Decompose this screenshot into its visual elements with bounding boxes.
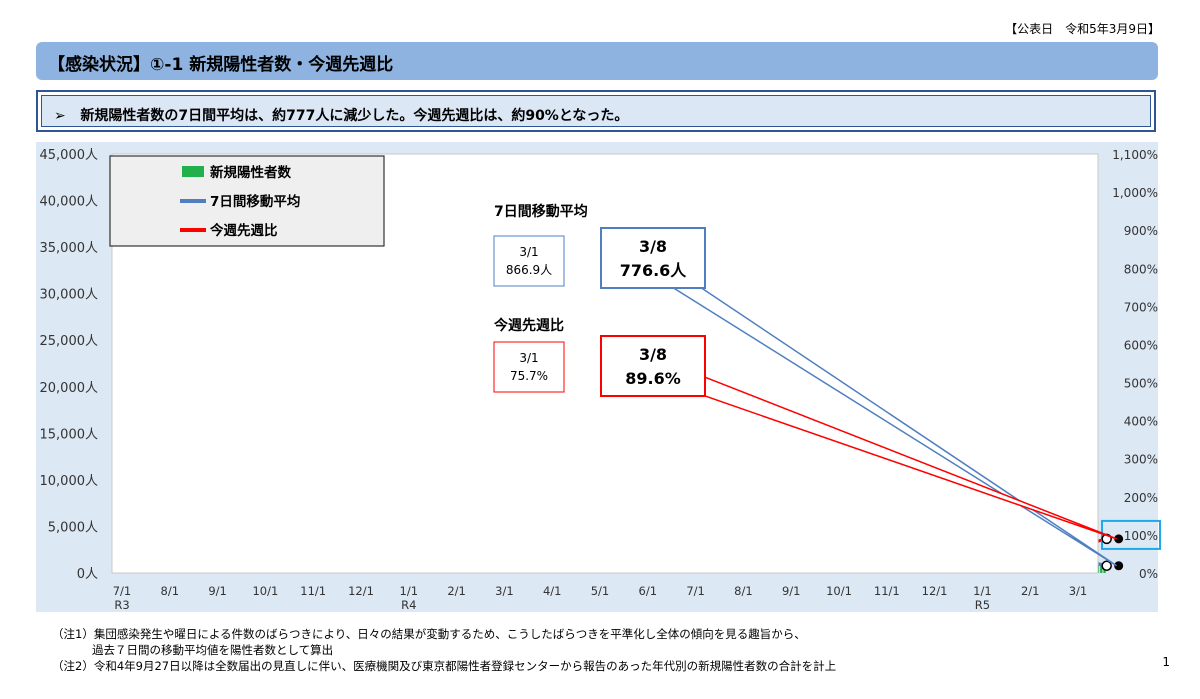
y-right-tick-label: 800% [1124,262,1158,276]
x-tick-label: 8/1 [734,584,753,598]
moving-average-end-point-black [1114,561,1124,571]
x-tick-label: 5/1 [591,584,610,598]
era-label: R4 [401,598,416,612]
reference-100-highlight [1101,519,1161,550]
curr-average-date: 3/8 [639,237,667,256]
x-tick-label: 3/1 [495,584,514,598]
y-left-tick-label: 20,000人 [40,381,99,396]
x-tick-label: 3/1 [1069,584,1088,598]
x-tick-label: 7/1 [113,584,132,598]
page-title: 【感染状況】①-1 新規陽性者数・今週先週比 [48,55,394,75]
x-tick-label: 6/1 [639,584,658,598]
moving-average-heading: 7日間移動平均 [494,203,588,220]
y-left-tick-label: 15,000人 [40,427,99,442]
x-tick-label: 8/1 [161,584,180,598]
title-bar: 【感染状況】①-1 新規陽性者数・今週先週比 [36,42,1158,80]
y-left-tick-label: 45,000人 [40,148,99,163]
week-ratio-end-point-black [1114,534,1124,544]
new-cases-bar [1100,564,1103,573]
curr-ratio-box [600,335,706,397]
era-label: R3 [114,598,129,612]
y-left-tick-label: 30,000人 [40,288,99,303]
curr-average-value: 776.6人 [620,261,688,280]
x-tick-label: 1/1 [973,584,992,598]
week-ratio-heading: 今週先週比 [493,317,564,334]
legend-label: 新規陽性者数 [210,164,291,181]
note-2: （注2）令和4年9月27日以降は全数届出の見直しに伴い、医療機関及び東京都陽性者… [52,659,837,673]
x-tick-label: 4/1 [543,584,562,598]
y-left-tick-label: 40,000人 [40,195,99,210]
x-tick-label: 12/1 [348,584,374,598]
legend-box [109,155,385,247]
era-label: R5 [975,598,990,612]
curr-ratio-value: 89.6% [625,369,681,388]
moving-average-end-point [1101,560,1112,572]
legend-swatch-bar [182,166,204,177]
y-left-tick-label: 25,000人 [40,334,99,349]
prev-average-box [493,235,565,287]
y-right-tick-label: 900% [1124,224,1158,238]
x-tick-label: 7/1 [686,584,705,598]
curr-average-box [600,227,706,289]
y-right-tick-label: 500% [1124,377,1158,391]
x-tick-label: 11/1 [300,584,326,598]
prev-ratio-value: 75.7% [510,369,548,383]
summary-box: ➢ 新規陽性者数の7日間平均は、約777人に減少した。今週先週比は、約90%とな… [36,90,1156,132]
x-tick-label: 10/1 [826,584,852,598]
x-tick-label: 12/1 [922,584,948,598]
y-right-tick-label: 100% [1124,529,1158,543]
summary-text: ➢ 新規陽性者数の7日間平均は、約777人に減少した。今週先週比は、約90%とな… [54,105,628,125]
x-tick-label: 9/1 [208,584,227,598]
y-left-tick-label: 0人 [77,567,98,582]
prev-average-date: 3/1 [519,245,538,259]
y-right-tick-label: 1,000% [1112,186,1158,200]
chart-svg: 0人 5,000人 10,000人 15,000人 20,000人 25,000人 30,0… [40,148,1161,612]
x-tick-label: 10/1 [252,584,278,598]
x-tick-label: 2/1 [1021,584,1040,598]
legend-label: 今週先週比 [210,222,278,239]
summary-sentence: 新規陽性者数の7日間平均は、約777人に減少した。今週先週比は、約90%となった… [80,108,629,124]
curr-ratio-date: 3/8 [639,345,667,364]
x-tick-label: 2/1 [447,584,466,598]
x-tick-label: 1/1 [400,584,419,598]
note-1-cont: 過去７日間の移動平均値を陽性者数として算出 [92,643,334,657]
y-left-tick-label: 35,000人 [40,241,99,256]
note-1: （注1）集団感染発生や曜日による件数のばらつきにより、日々の結果が変動するため、… [52,627,806,641]
y-right-tick-label: 1,100% [1112,148,1158,162]
y-left-tick-label: 5,000人 [48,520,98,535]
publish-date: 【公表日 令和5年3月9日】 [1005,22,1160,36]
prev-ratio-box [493,341,565,393]
y-left-tick-label: 10,000人 [40,474,99,489]
prev-average-value: 866.9人 [506,263,552,277]
summary-bullet: ➢ [54,108,66,124]
page-number: 1 [1162,655,1170,669]
y-right-tick-label: 400% [1124,415,1158,429]
y-right-tick-label: 0% [1139,567,1158,581]
prev-ratio-date: 3/1 [519,351,538,365]
y-right-tick-label: 700% [1124,300,1158,314]
x-tick-label: 11/1 [874,584,900,598]
legend-label: 7日間移動平均 [210,193,300,210]
y-right-tick-label: 600% [1124,338,1158,352]
y-right-tick-label: 200% [1124,491,1158,505]
y-right-tick-label: 300% [1124,453,1158,467]
summary-inner: ➢ 新規陽性者数の7日間平均は、約777人に減少した。今週先週比は、約90%とな… [41,95,1151,127]
x-tick-label: 9/1 [782,584,801,598]
